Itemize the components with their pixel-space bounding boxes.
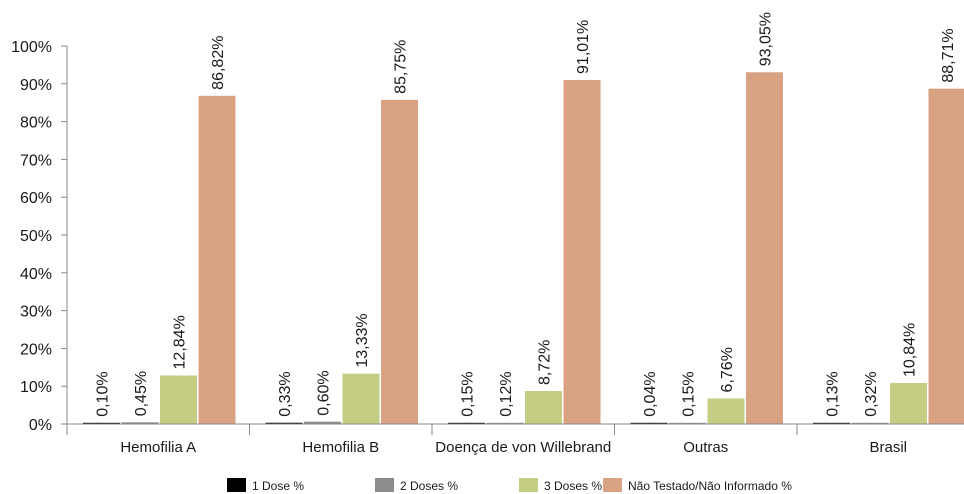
bar xyxy=(890,383,927,424)
category-label: Doença de von Willebrand xyxy=(435,439,611,456)
data-label: 85,75% xyxy=(393,40,410,94)
y-tick-label: 40% xyxy=(20,266,52,283)
bars: 0,10% 0,33% 0,15% 0,04% 0,13% 0,45% 0,60% 0,12%… xyxy=(83,12,964,425)
bar xyxy=(707,398,745,424)
y-tick-label: 60% xyxy=(20,190,52,207)
category-label: Hemofilia B xyxy=(302,439,379,456)
bar xyxy=(198,95,236,424)
y-tick-label: 50% xyxy=(20,228,52,245)
data-label: 0,10% xyxy=(95,371,112,416)
y-tick-label: 20% xyxy=(20,341,52,358)
data-label: 0,12% xyxy=(498,371,515,416)
y-axis: 0% 10% 20% 30% 40% 50% 60% 70% 80% 90% 100% xyxy=(11,39,68,434)
data-label: 0,33% xyxy=(277,371,294,416)
legend-label: Não Testado/Não Informado % xyxy=(628,479,792,493)
data-label: 0,15% xyxy=(681,371,698,416)
data-label: 0,45% xyxy=(133,371,150,416)
bar xyxy=(121,422,159,424)
legend-swatch xyxy=(227,478,246,492)
category-label: Brasil xyxy=(869,439,907,456)
data-label: 0,04% xyxy=(642,371,659,416)
bar xyxy=(928,88,964,424)
data-label: 10,84% xyxy=(902,323,919,377)
bar xyxy=(160,375,197,424)
bar xyxy=(630,422,668,424)
data-label: 12,84% xyxy=(172,315,189,369)
y-tick-label: 10% xyxy=(20,379,52,396)
data-label: 91,01% xyxy=(575,20,592,74)
data-label: 6,76% xyxy=(719,347,736,392)
bar xyxy=(342,373,380,424)
bar xyxy=(304,421,341,424)
y-tick-label: 100% xyxy=(11,39,52,56)
y-tick-label: 30% xyxy=(20,304,52,321)
y-tick-label: 90% xyxy=(20,77,52,94)
x-axis: Hemofilia A Hemofilia B Doença de von Will… xyxy=(66,423,964,456)
legend-swatch xyxy=(603,478,622,492)
data-label: 0,13% xyxy=(825,371,842,416)
legend: 1 Dose % 2 Doses % 3 Doses % Não Testado/Nã… xyxy=(227,478,792,493)
data-label: 88,71% xyxy=(940,28,957,82)
bar xyxy=(851,422,889,424)
data-label: 13,33% xyxy=(354,313,371,367)
data-label: 0,15% xyxy=(460,371,477,416)
legend-label: 3 Doses % xyxy=(544,479,602,493)
bar xyxy=(525,391,562,424)
bar xyxy=(448,422,485,424)
bar xyxy=(265,422,303,424)
bar xyxy=(563,79,601,424)
legend-swatch xyxy=(375,478,394,492)
category-label: Outras xyxy=(683,439,728,456)
y-tick-label: 0% xyxy=(29,417,52,434)
data-label: 86,82% xyxy=(210,36,227,90)
bar xyxy=(83,422,120,424)
bar xyxy=(486,422,524,424)
legend-label: 1 Dose % xyxy=(252,479,304,493)
data-label: 8,72% xyxy=(537,340,554,385)
category-label: Hemofilia A xyxy=(120,439,196,456)
data-label: 0,32% xyxy=(863,371,880,416)
legend-label: 2 Doses % xyxy=(400,479,458,493)
bar xyxy=(813,422,850,424)
data-label: 93,05% xyxy=(758,12,775,66)
y-tick-label: 80% xyxy=(20,115,52,132)
legend-swatch xyxy=(519,478,538,492)
data-label: 0,60% xyxy=(316,370,333,415)
bar xyxy=(381,99,418,425)
y-tick-label: 70% xyxy=(20,152,52,169)
bar xyxy=(669,422,706,424)
bar xyxy=(746,72,783,425)
